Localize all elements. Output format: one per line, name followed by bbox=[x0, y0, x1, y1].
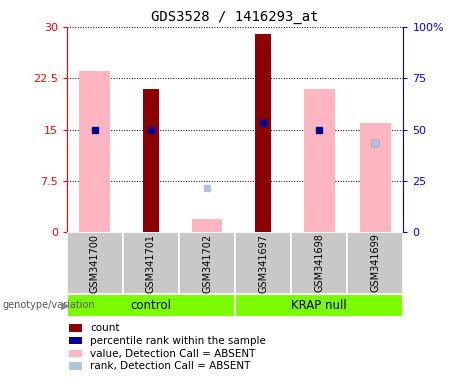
Text: KRAP null: KRAP null bbox=[291, 299, 347, 312]
Text: GSM341698: GSM341698 bbox=[314, 233, 324, 293]
Text: count: count bbox=[90, 323, 119, 333]
Title: GDS3528 / 1416293_at: GDS3528 / 1416293_at bbox=[151, 10, 319, 25]
Bar bbox=[179, 232, 235, 294]
Bar bbox=[347, 232, 403, 294]
Text: ▶: ▶ bbox=[61, 300, 70, 310]
Text: value, Detection Call = ABSENT: value, Detection Call = ABSENT bbox=[90, 349, 255, 359]
Bar bbox=[255, 34, 271, 232]
Bar bbox=[304, 89, 335, 232]
Bar bbox=[192, 218, 223, 232]
Text: GSM341702: GSM341702 bbox=[202, 233, 212, 293]
Bar bbox=[235, 232, 291, 294]
Text: percentile rank within the sample: percentile rank within the sample bbox=[90, 336, 266, 346]
Text: rank, Detection Call = ABSENT: rank, Detection Call = ABSENT bbox=[90, 361, 250, 371]
Text: genotype/variation: genotype/variation bbox=[2, 300, 95, 310]
Text: GSM341700: GSM341700 bbox=[90, 233, 100, 293]
Bar bbox=[79, 71, 110, 232]
Bar bbox=[123, 232, 179, 294]
Bar bbox=[67, 294, 235, 317]
Text: GSM341699: GSM341699 bbox=[370, 233, 380, 293]
Bar bbox=[143, 89, 159, 232]
Text: GSM341697: GSM341697 bbox=[258, 233, 268, 293]
Bar bbox=[235, 294, 403, 317]
Text: control: control bbox=[130, 299, 171, 312]
Bar bbox=[360, 123, 391, 232]
Bar bbox=[67, 232, 123, 294]
Bar bbox=[291, 232, 347, 294]
Text: GSM341701: GSM341701 bbox=[146, 233, 156, 293]
